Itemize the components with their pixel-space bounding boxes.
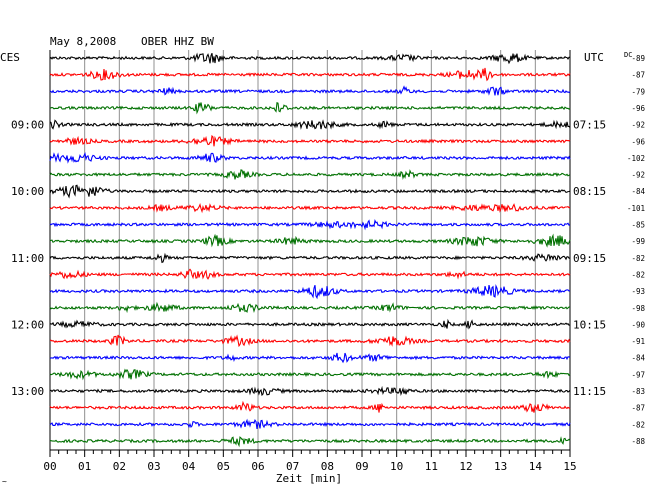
trace-19 (49, 352, 571, 364)
left-timezone-label: CES (0, 51, 20, 64)
x-tick-label-02: 02 (113, 460, 126, 473)
trace-6 (49, 134, 571, 147)
trace-22 (49, 400, 571, 413)
dc-offset-10: -101 (627, 204, 645, 213)
x-tick-label-11: 11 (425, 460, 438, 473)
dc-offset-22: -87 (631, 404, 645, 413)
left-time-label-13:00: 13:00 (11, 385, 44, 398)
trace-11 (49, 218, 571, 231)
dc-offset-15: -93 (631, 287, 645, 296)
dc-offset-3: -79 (631, 87, 645, 96)
dc-header-label: DC (624, 51, 632, 59)
dc-offset-7: -102 (627, 154, 645, 163)
trace-5 (49, 119, 571, 130)
time-labels: 09:00 10:00 11:00 12:00 13:00 07:15 08:15 09:15… (11, 119, 606, 398)
left-time-label-10:00: 10:00 (11, 185, 44, 198)
x-tick-label-03: 03 (147, 460, 160, 473)
corner-mark: ~ (2, 477, 7, 486)
trace-1 (49, 52, 571, 65)
dc-offset-6: -96 (631, 137, 645, 146)
x-tick-label-04: 04 (182, 460, 196, 473)
trace-13 (49, 252, 571, 264)
x-tick-label-00: 00 (43, 460, 56, 473)
trace-24 (49, 436, 571, 448)
x-tick-label-08: 08 (321, 460, 334, 473)
left-time-label-09:00: 09:00 (11, 119, 44, 132)
right-time-label-11:15: 11:15 (573, 385, 606, 398)
left-time-label-12:00: 12:00 (11, 318, 44, 331)
dc-offset-17: -90 (631, 320, 645, 329)
trace-20 (49, 368, 571, 381)
dc-offset-24: -88 (631, 437, 645, 446)
right-time-label-08:15: 08:15 (573, 185, 606, 198)
dc-offset-19: -84 (631, 354, 645, 363)
dc-offset-9: -84 (631, 187, 645, 196)
dc-offset-8: -92 (631, 171, 645, 180)
right-timezone-label: UTC (584, 51, 604, 64)
x-axis: 00 01 02 03 04 05 06 07 08 09 10 11 12 13 14 15 (43, 450, 577, 473)
trace-7 (49, 152, 571, 164)
dc-offset-11: -85 (631, 221, 645, 230)
left-time-label-11:00: 11:00 (11, 252, 44, 265)
dc-offset-18: -91 (631, 337, 645, 346)
right-time-label-09:15: 09:15 (573, 252, 606, 265)
x-tick-label-05: 05 (217, 460, 230, 473)
trace-4 (49, 102, 571, 115)
x-tick-label-12: 12 (459, 460, 472, 473)
dc-offset-2: -87 (631, 71, 645, 80)
x-tick-label-01: 01 (78, 460, 91, 473)
trace-12 (49, 233, 571, 248)
dc-offset-4: -96 (631, 104, 645, 113)
dc-offset-21: -83 (631, 387, 645, 396)
trace-23 (49, 418, 571, 429)
right-time-label-10:15: 10:15 (573, 318, 606, 331)
dc-offset-labels: -89 -87 -79 -96 -92 -96 -102 -92 -84 -101 -85 -99 -8… (627, 54, 646, 446)
x-tick-label-14: 14 (529, 460, 543, 473)
x-tick-label-10: 10 (390, 460, 403, 473)
dc-offset-1: -89 (631, 54, 645, 63)
right-time-label-07:15: 07:15 (573, 119, 606, 132)
x-tick-label-07: 07 (286, 460, 299, 473)
dc-offset-5: -92 (631, 121, 645, 130)
x-tick-label-15: 15 (563, 460, 576, 473)
trace-2 (49, 67, 571, 82)
trace-16 (49, 301, 571, 314)
dc-offset-16: -98 (631, 304, 645, 313)
x-tick-label-13: 13 (494, 460, 507, 473)
dc-offset-23: -82 (631, 420, 645, 429)
dc-offset-13: -82 (631, 254, 645, 263)
x-tick-label-06: 06 (251, 460, 264, 473)
header-station: OBER HHZ BW (141, 35, 214, 48)
x-axis-label: Zeit [min] (276, 472, 342, 485)
trace-10 (49, 203, 571, 214)
trace-3 (49, 85, 571, 96)
header-date: May 8,2008 (50, 35, 116, 48)
vertical-grid (84, 50, 536, 450)
trace-8 (49, 169, 571, 181)
dc-offset-20: -97 (631, 370, 645, 379)
seismic-traces (49, 52, 571, 448)
trace-14 (49, 268, 571, 280)
plot-frame (49, 50, 571, 451)
trace-18 (49, 334, 571, 348)
dc-offset-14: -82 (631, 270, 645, 279)
dc-offset-12: -99 (631, 237, 645, 246)
trace-15 (49, 283, 571, 300)
trace-21 (49, 385, 571, 397)
x-tick-label-09: 09 (355, 460, 368, 473)
trace-9 (49, 184, 571, 199)
trace-17 (49, 318, 571, 330)
